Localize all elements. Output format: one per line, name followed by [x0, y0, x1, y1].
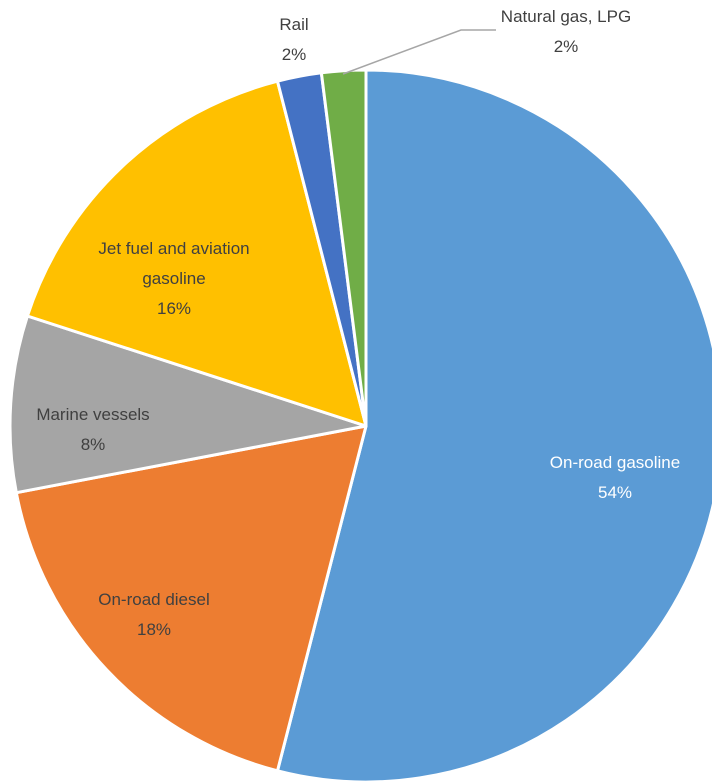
- slice-label: Rail 2%: [279, 15, 308, 64]
- slice-category-label: On-road diesel: [98, 590, 210, 609]
- pie-slice-on-road-gasoline: [275, 68, 712, 783]
- slice-value-label: 8%: [81, 435, 106, 454]
- slice-category-label: Natural gas, LPG: [501, 7, 631, 26]
- slice-value-label: 54%: [598, 483, 632, 502]
- slice-category-label: On-road gasoline: [550, 453, 680, 472]
- slice-category-label: Jet fuel and aviation: [98, 239, 249, 258]
- slice-value-label: 2%: [282, 45, 307, 64]
- pie-slice-on-road-diesel: [14, 424, 368, 773]
- slice-label: On-road diesel 18%: [98, 590, 210, 639]
- slice-label: On-road gasoline 54%: [550, 453, 680, 502]
- slice-value-label: 16%: [157, 299, 191, 318]
- pie-slice-natural-gas-lpg: [319, 68, 368, 428]
- pie-slice-jet-fuel-and-aviation-gasoline: [25, 79, 368, 428]
- slice-label: Natural gas, LPG 2%: [501, 7, 631, 56]
- pie-slices: [8, 68, 712, 783]
- leader-line: [342, 29, 496, 75]
- leader-lines: [342, 29, 496, 75]
- slice-label: Jet fuel and aviation gasoline 16%: [98, 239, 249, 318]
- slice-category-label: Rail: [279, 15, 308, 34]
- slice-labels: On-road gasoline 54% On-road diesel 18% Mari…: [36, 7, 680, 639]
- slice-value-label: 18%: [137, 620, 171, 639]
- pie-slice-marine-vessels: [8, 314, 368, 495]
- slice-label: Marine vessels 8%: [36, 405, 149, 454]
- slice-category-label: Marine vessels: [36, 405, 149, 424]
- slice-value-label: 2%: [554, 37, 579, 56]
- slice-category-label: gasoline: [142, 269, 205, 288]
